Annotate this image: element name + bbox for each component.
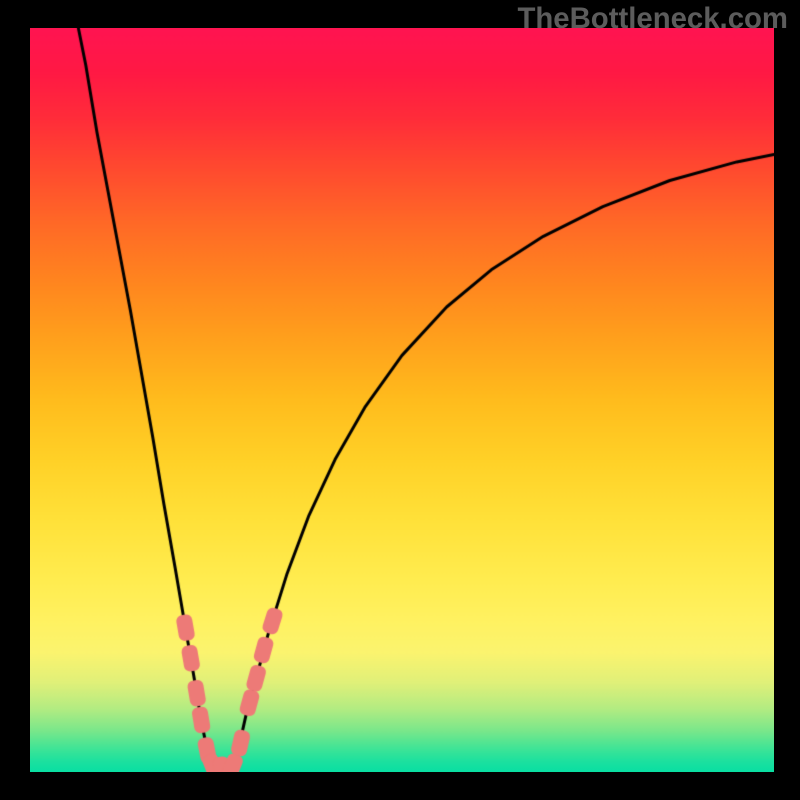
curve-markers <box>30 28 774 772</box>
chart-frame: TheBottleneck.com <box>0 0 800 800</box>
plot-area <box>30 28 774 772</box>
